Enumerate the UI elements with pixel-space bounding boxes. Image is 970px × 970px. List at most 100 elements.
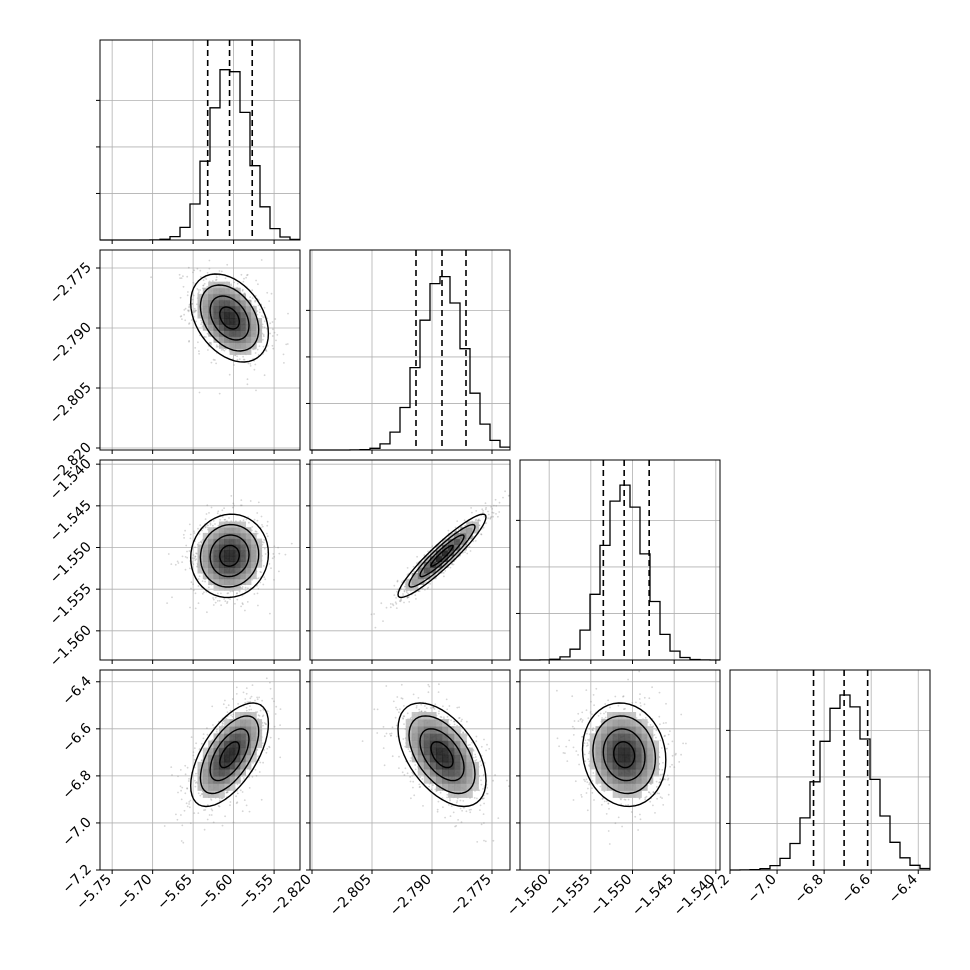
sample-point bbox=[454, 530, 456, 533]
density-block bbox=[213, 761, 220, 770]
sample-point bbox=[254, 300, 256, 303]
sample-point bbox=[184, 568, 187, 571]
density-block bbox=[213, 550, 220, 557]
sample-point bbox=[229, 598, 232, 601]
sample-point bbox=[403, 589, 406, 592]
sample-point bbox=[218, 797, 221, 800]
sample-point bbox=[455, 825, 458, 827]
sample-point bbox=[468, 545, 471, 548]
sample-point bbox=[245, 518, 248, 521]
density-block bbox=[234, 754, 241, 763]
density-block bbox=[250, 311, 257, 319]
sample-point bbox=[278, 570, 280, 573]
sample-point bbox=[214, 596, 217, 599]
sample-point bbox=[230, 284, 233, 287]
sample-point bbox=[222, 703, 225, 706]
sample-point bbox=[268, 300, 271, 302]
sample-point bbox=[171, 774, 173, 776]
sample-point bbox=[494, 498, 497, 501]
density-block bbox=[229, 348, 236, 355]
sample-point bbox=[210, 798, 212, 800]
sample-point bbox=[469, 743, 471, 746]
sample-point bbox=[279, 756, 282, 759]
sample-point bbox=[265, 350, 268, 352]
sample-point bbox=[236, 282, 239, 285]
density-block bbox=[229, 299, 236, 307]
density-block bbox=[405, 584, 413, 591]
sample-point bbox=[479, 760, 482, 763]
density-block bbox=[245, 761, 252, 770]
sample-point bbox=[196, 288, 199, 290]
sample-point bbox=[197, 585, 200, 587]
density-block bbox=[213, 287, 220, 295]
density-block bbox=[208, 532, 214, 540]
contour-3 bbox=[189, 702, 270, 808]
sample-point bbox=[407, 596, 409, 599]
density-block bbox=[208, 293, 214, 301]
sample-point bbox=[404, 767, 407, 770]
sample-point bbox=[246, 274, 248, 277]
density-block bbox=[423, 561, 431, 568]
sample-point bbox=[255, 389, 257, 392]
density-block bbox=[202, 783, 209, 791]
sample-point bbox=[462, 800, 465, 802]
sample-point bbox=[251, 529, 253, 532]
sample-point bbox=[409, 760, 412, 762]
sample-point bbox=[271, 321, 274, 323]
sample-point bbox=[178, 273, 181, 276]
sample-point bbox=[236, 355, 239, 358]
sample-point bbox=[398, 755, 400, 758]
density-block bbox=[411, 578, 419, 585]
sample-point bbox=[260, 515, 263, 518]
sample-point bbox=[229, 590, 232, 593]
sample-point bbox=[201, 793, 203, 796]
sample-point bbox=[494, 774, 496, 776]
sample-point bbox=[457, 528, 460, 531]
sample-point bbox=[495, 505, 498, 507]
density-block bbox=[234, 342, 241, 349]
sample-point bbox=[201, 541, 203, 544]
sample-point bbox=[241, 288, 244, 291]
sample-point bbox=[259, 308, 261, 311]
density-block bbox=[245, 342, 252, 349]
sample-point bbox=[209, 522, 212, 525]
sample-point bbox=[188, 322, 191, 324]
sample-point bbox=[420, 710, 423, 713]
sample-point bbox=[474, 759, 477, 762]
sample-point bbox=[405, 591, 408, 594]
density-block bbox=[250, 318, 257, 325]
density-block bbox=[218, 790, 225, 798]
sample-point bbox=[469, 550, 472, 552]
sample-point bbox=[193, 747, 196, 750]
sample-point bbox=[403, 601, 405, 604]
sample-point bbox=[492, 512, 495, 514]
sample-point bbox=[418, 786, 421, 789]
sample-point bbox=[199, 334, 201, 337]
density-block bbox=[224, 311, 230, 319]
sample-point bbox=[214, 601, 217, 604]
histogram-1 bbox=[310, 275, 510, 451]
sample-point bbox=[218, 599, 221, 602]
sample-point bbox=[179, 277, 182, 279]
sample-point bbox=[254, 363, 257, 366]
sample-point bbox=[490, 506, 492, 508]
sample-point bbox=[446, 796, 448, 799]
sample-point bbox=[215, 346, 218, 348]
sample-point bbox=[419, 776, 421, 779]
density-block bbox=[218, 311, 225, 319]
sample-point bbox=[391, 603, 394, 605]
density-block bbox=[224, 299, 230, 307]
sample-point bbox=[256, 519, 259, 522]
density-block bbox=[423, 567, 431, 574]
sample-point bbox=[261, 315, 263, 317]
density-block bbox=[234, 719, 241, 727]
sample-point bbox=[268, 563, 271, 565]
density-block bbox=[224, 567, 230, 574]
sample-point bbox=[236, 783, 239, 786]
sample-point bbox=[194, 559, 197, 562]
sample-point bbox=[186, 550, 188, 553]
sample-point bbox=[203, 828, 206, 831]
sample-point bbox=[258, 715, 261, 717]
sample-point bbox=[408, 601, 411, 603]
sample-point bbox=[273, 579, 275, 581]
